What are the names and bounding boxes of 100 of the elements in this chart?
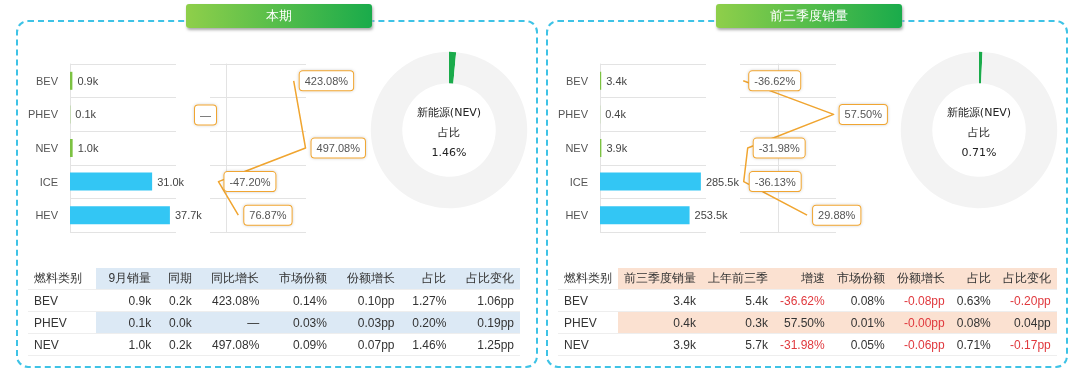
data-label: 37.7k <box>174 209 203 222</box>
text: 0.2k <box>169 337 192 352</box>
text: 57.50% <box>784 315 825 330</box>
data-label: 0.9k <box>77 74 99 87</box>
y-tick-label: BEV <box>565 74 589 87</box>
text: 0.19pp <box>477 315 514 330</box>
y-tick-label: NEV <box>35 142 59 154</box>
category-label: 燃料类别 <box>563 270 613 287</box>
text: 0.2k <box>169 293 192 308</box>
category-label: 前三季度销量 <box>618 268 702 290</box>
text: 5.7k <box>745 337 768 352</box>
text: 1.46% <box>431 146 467 159</box>
text: 1.0k <box>128 337 152 352</box>
data-label: 29.88% <box>818 209 856 222</box>
data-label: 497.08% <box>316 142 361 154</box>
text: 5.4k <box>745 293 768 308</box>
text: 1.27% <box>412 293 447 308</box>
category-label: 同期 <box>157 268 198 290</box>
text: -0.00pp <box>904 315 945 330</box>
y-tick-label: ICE <box>569 175 588 188</box>
data-label: 253.5k <box>694 209 729 222</box>
text: 本期 <box>186 4 372 28</box>
y-tick-label: PHEV <box>28 108 59 121</box>
data-label: 76.87% <box>249 209 287 222</box>
text: 0.03% <box>292 315 327 330</box>
text: — <box>200 108 211 121</box>
y-tick-label: NEV <box>565 142 589 154</box>
category-label: 9月销量 <box>95 268 158 290</box>
text: 3.4k <box>673 293 696 308</box>
text: 0.03pp <box>357 315 395 330</box>
text: -0.08pp <box>904 293 945 308</box>
category-label: 上年前三季 <box>702 268 774 290</box>
category-label: 燃料类别 <box>33 270 83 287</box>
text: 1.25pp <box>477 337 514 352</box>
y-tick-label: ICE <box>39 175 58 188</box>
text: 497.08% <box>211 337 260 352</box>
data-label: 0.4k <box>605 108 627 121</box>
text: 0.04pp <box>1014 315 1051 330</box>
data-label: 423.08% <box>304 74 349 87</box>
text: 新能源(NEV) <box>416 106 482 119</box>
text: 0.07pp <box>357 337 395 352</box>
data-label: 0.1k <box>75 108 97 121</box>
data-label: 31.0k <box>157 175 185 188</box>
text: 0.10pp <box>357 293 395 308</box>
text: 0.09% <box>292 337 327 352</box>
category-label: 市场份额 <box>265 268 333 290</box>
text: 3.9k <box>673 337 696 352</box>
data-label: -47.20% <box>229 175 271 188</box>
text: 0.08% <box>850 293 885 308</box>
category-label: 份额增长 <box>890 268 951 290</box>
text: 0.71% <box>956 337 991 352</box>
category-label: 占比变化 <box>996 268 1057 290</box>
category-label: 份额增长 <box>332 268 401 290</box>
y-tick-label: HEV <box>35 209 59 222</box>
text: 0.0k <box>169 315 192 330</box>
text: 1.46% <box>412 337 447 352</box>
data-label: 1.0k <box>77 142 99 154</box>
category-label: 占比 <box>400 268 453 290</box>
text: 0.14% <box>292 293 327 308</box>
text: 新能源(NEV) <box>946 106 1012 119</box>
category-label: 占比变化 <box>452 268 520 290</box>
text: -0.17pp <box>1010 337 1051 352</box>
text: 0.05% <box>850 337 885 352</box>
text: -0.06pp <box>904 337 945 352</box>
text: 0.1k <box>128 315 152 330</box>
text: 0.08% <box>956 315 991 330</box>
category-label: 占比 <box>950 268 997 290</box>
data-label: 3.9k <box>606 142 628 154</box>
category-label: 市场份额 <box>830 268 891 290</box>
text: -36.62% <box>780 293 825 308</box>
data-label: -36.62% <box>754 74 796 87</box>
text: 1.06pp <box>477 293 514 308</box>
bar <box>70 206 170 225</box>
text: 423.08% <box>211 293 260 308</box>
data-label: 3.4k <box>606 74 628 87</box>
data-label: 57.50% <box>844 108 883 121</box>
text: 0.4k <box>673 315 696 330</box>
text: 0.20% <box>412 315 447 330</box>
text: 占比 <box>438 126 460 139</box>
text: 0.01% <box>850 315 885 330</box>
text: 占比 <box>968 126 990 139</box>
text: -0.20pp <box>1010 293 1051 308</box>
text: 0.63% <box>956 293 991 308</box>
category-label: 同比增长 <box>197 268 266 290</box>
y-tick-label: BEV <box>35 74 59 87</box>
bar <box>70 172 153 191</box>
bar <box>600 172 701 191</box>
text: 0.3k <box>745 315 768 330</box>
bar <box>600 206 690 225</box>
y-tick-label: HEV <box>565 209 589 222</box>
category-label: 增速 <box>774 268 831 290</box>
data-label: -36.13% <box>754 175 796 188</box>
text: — <box>247 315 260 330</box>
data-label: 285.5k <box>705 175 740 188</box>
text: -31.98% <box>780 337 825 352</box>
data-label: -31.98% <box>758 142 800 154</box>
text: 0.9k <box>128 293 152 308</box>
text: 前三季度销量 <box>716 4 902 28</box>
y-tick-label: PHEV <box>558 108 589 121</box>
text: 0.71% <box>961 146 997 159</box>
